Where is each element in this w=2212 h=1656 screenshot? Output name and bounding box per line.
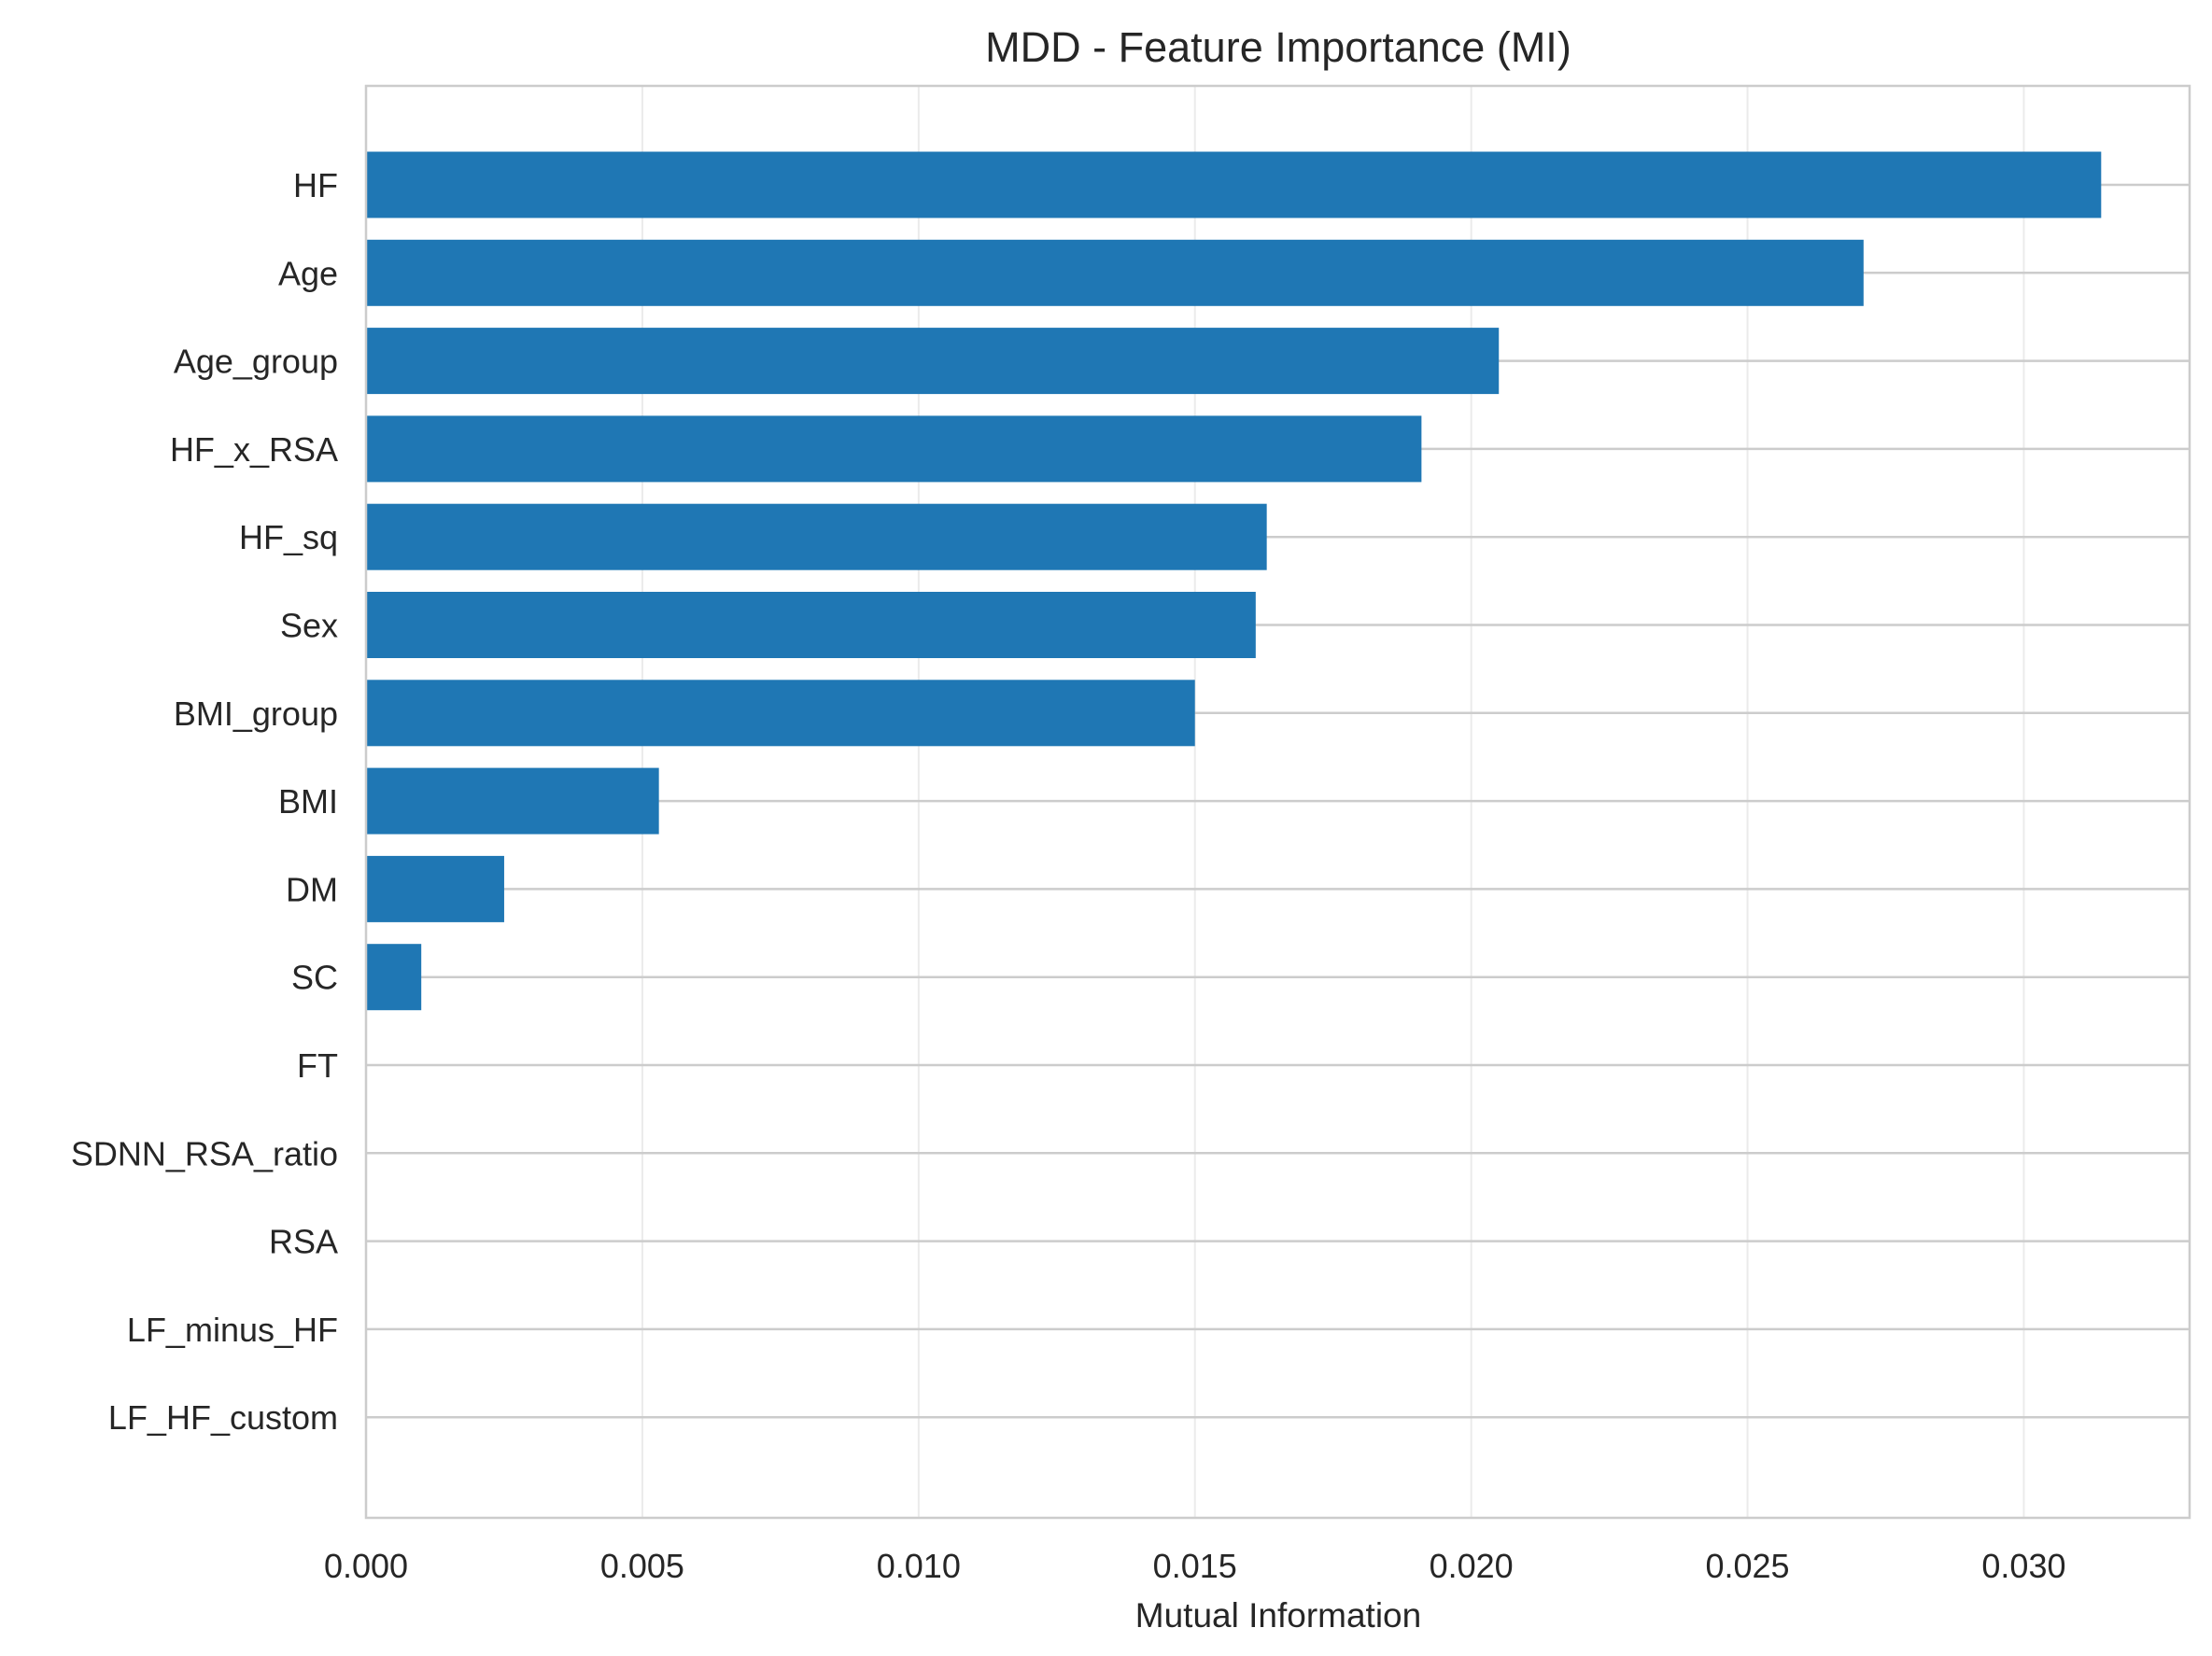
plot-frame: [364, 84, 2191, 1520]
y-tick-label: HF_sq: [239, 518, 338, 556]
x-tick-label: 0.020: [1430, 1547, 1514, 1585]
y-tick-label: SDNN_RSA_ratio: [71, 1134, 338, 1172]
chart-title: MDD - Feature Importance (MI): [985, 23, 1571, 71]
y-tick-label: HF: [293, 166, 338, 204]
x-tick-label: 0.015: [1153, 1547, 1237, 1585]
bar-hf: [366, 151, 2102, 218]
bar-hf-x-rsa: [366, 415, 1422, 483]
y-tick-labels: HF Age Age_group HF_x_RSA HF_sq Sex BMI_group B…: [71, 166, 338, 1437]
y-tick-label: Age_group: [174, 343, 338, 381]
y-tick-label: BMI: [278, 782, 338, 821]
bar-dm: [366, 855, 504, 922]
y-tick-label: LF_HF_custom: [108, 1398, 338, 1437]
x-tick-label: 0.030: [1981, 1547, 2065, 1585]
bar-hf-sq: [366, 503, 1267, 570]
bar-bmi-group: [366, 680, 1195, 747]
y-tick-label: LF_minus_HF: [127, 1311, 338, 1349]
y-tick-label: DM: [286, 870, 338, 908]
y-tick-label: SC: [291, 959, 338, 997]
x-tick-label: 0.000: [324, 1547, 408, 1585]
y-tick-label: BMI_group: [174, 695, 338, 733]
bar-bmi: [366, 767, 659, 835]
y-tick-label: FT: [297, 1046, 338, 1085]
x-tick-labels: 0.000 0.005 0.010 0.015 0.020 0.025 0.030: [324, 1547, 2066, 1585]
y-tick-label: HF_x_RSA: [170, 430, 338, 469]
bar-age: [366, 239, 1864, 306]
bar-sex: [366, 592, 1256, 658]
y-tick-label: Age: [278, 254, 338, 292]
x-axis-label: Mutual Information: [1135, 1596, 1421, 1635]
bar-age-group: [366, 328, 1500, 395]
y-tick-label: RSA: [269, 1223, 338, 1261]
bar-sc: [366, 944, 422, 1011]
x-tick-label: 0.005: [600, 1547, 684, 1585]
x-tick-label: 0.010: [877, 1547, 961, 1585]
x-tick-label: 0.025: [1705, 1547, 1789, 1585]
y-tick-label: Sex: [280, 607, 338, 645]
bar-layer: [366, 151, 2102, 1011]
